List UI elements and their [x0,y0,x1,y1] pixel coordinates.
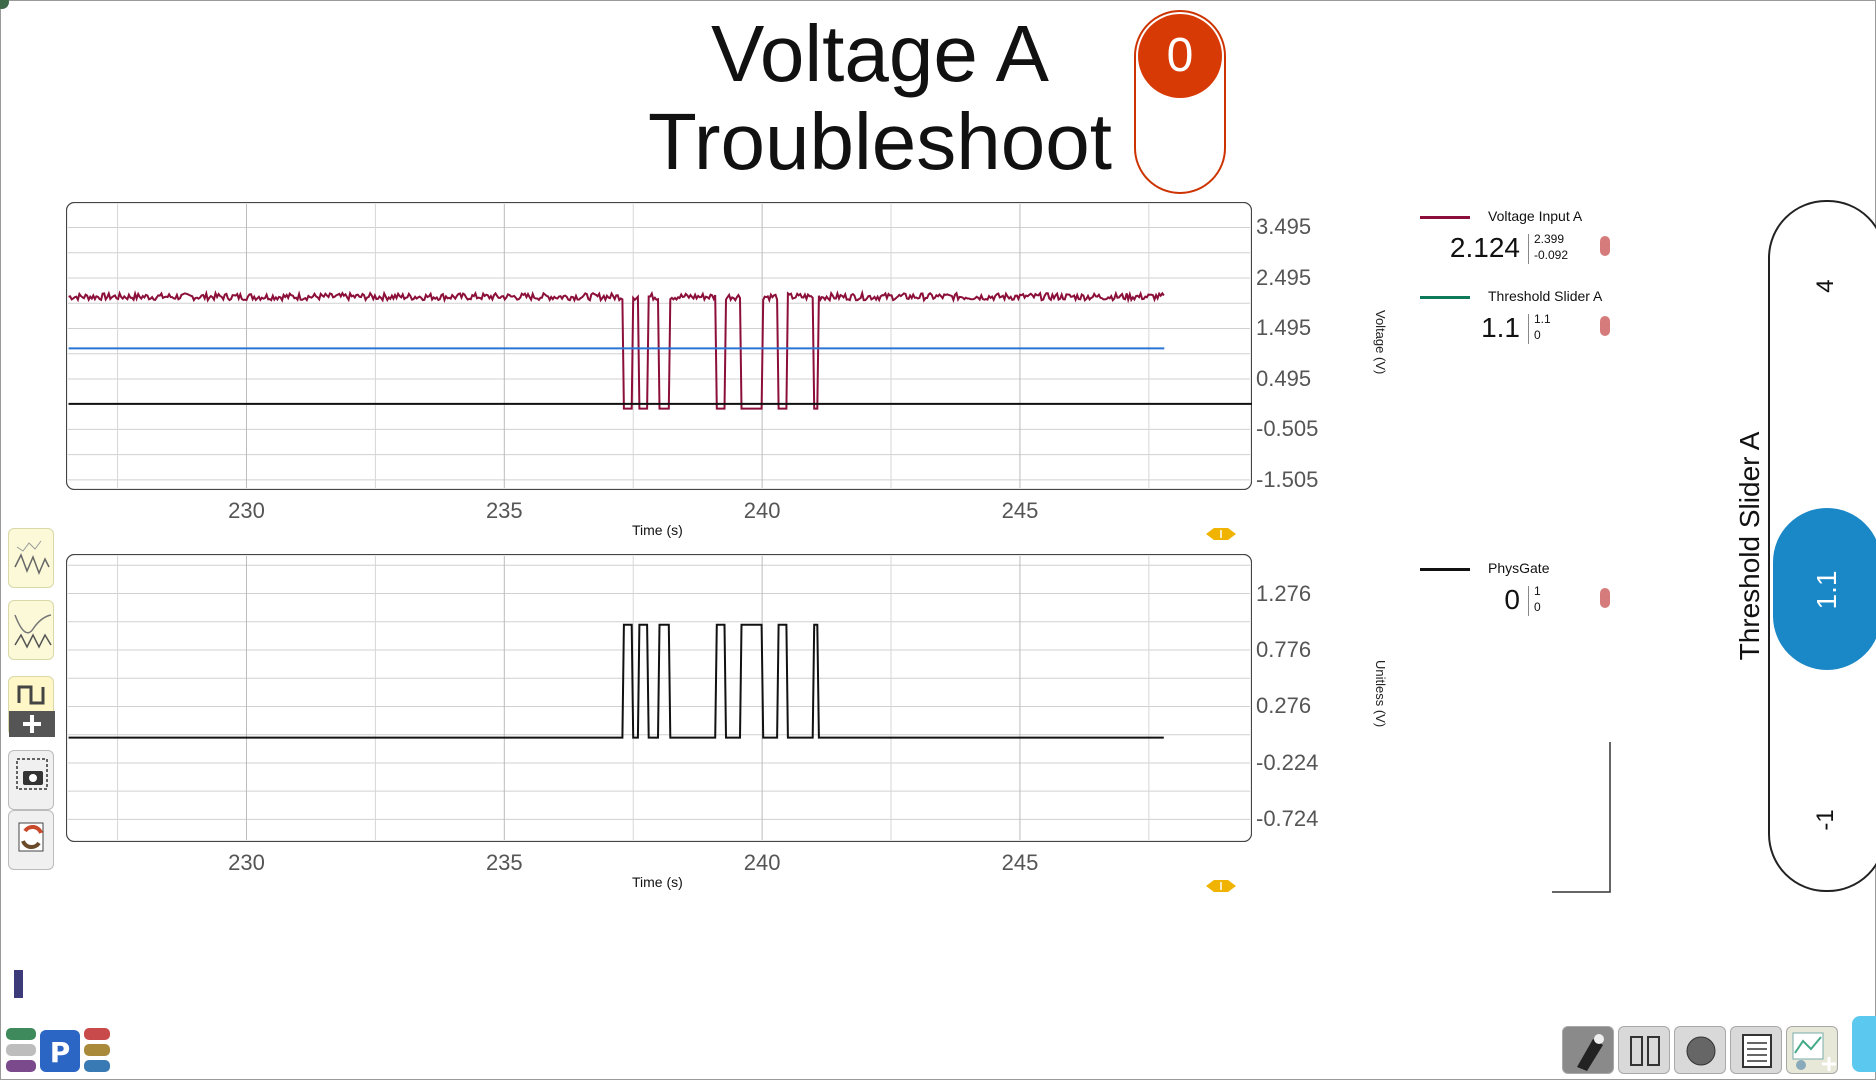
voltage-graph-x-tick: 230 [228,498,265,523]
screenshot-button[interactable] [8,750,54,810]
graph-overlay-tool[interactable] [8,600,54,660]
voltage-graph-ylabel: Voltage (V) [1373,310,1388,375]
svg-text:P: P [50,1036,71,1069]
probe-icon [1577,1034,1604,1071]
legend-min: 0 [1534,328,1541,342]
legend-min: 0 [1534,600,1541,614]
physgate-graph-xlabel: Time (s) [632,874,683,890]
physgate-graph-x-tick: 235 [485,850,523,875]
physgate-graph-y-tick: -0.224 [1256,749,1319,775]
voltage-graph-y-tick: 1.495 [1256,315,1312,341]
physgate-graph-x-tick: 240 [743,850,781,875]
legend-settings-handle[interactable] [1600,316,1610,336]
side-panel-tab[interactable] [1852,1016,1876,1072]
legend-line [1420,296,1470,299]
series-voltage-input-a [68,289,1165,410]
panel-divider [1552,742,1611,893]
slider-value: 1.1 [1811,570,1842,610]
add-graph-button[interactable] [8,676,55,737]
legend-name: Threshold Slider A [1488,288,1603,304]
legend-line [1420,216,1470,219]
physgate-graph-y-tick: 0.776 [1256,637,1312,662]
voltage-graph[interactable] [66,202,1252,490]
slider-min-label: -1 [1812,809,1839,831]
legend-line [1420,568,1470,571]
slider-title: Threshold Slider A [1734,431,1765,661]
save-button[interactable] [1730,1026,1782,1074]
legend-min: -0.092 [1534,248,1569,262]
physgate-graph-x-tick: 245 [1001,850,1039,875]
physgate-graph-x-tick: 230 [228,850,265,875]
legend-separator [1528,586,1529,616]
voltage-graph-x-tick: 245 [1001,498,1039,523]
legend-max: 1 [1534,584,1541,598]
voltage-graph-y-tick: 3.495 [1256,214,1312,240]
physgate-graph-scroll-handle[interactable] [1206,880,1236,892]
record-button[interactable] [1674,1026,1726,1074]
legend-name: PhysGate [1488,560,1550,576]
voltage-graph-y-tick: 2.495 [1256,264,1312,290]
physgate-graph-y-tick: 0.276 [1256,693,1312,719]
record-icon [1686,1036,1716,1066]
legend-value: 2.124 [1449,232,1520,263]
reset-graph-button[interactable] [8,810,54,870]
series-physgate [68,623,1164,739]
voltage-graph-plot[interactable] [66,202,1252,490]
document-icon [1742,1034,1772,1068]
voltage-graph-scroll-handle[interactable] [1206,528,1236,540]
counter-value: 0 [1138,14,1222,98]
status-marker [14,970,23,998]
legend-value: 0 [1504,584,1520,615]
physgate-graph-y-tick: 1.276 [1256,580,1312,606]
legend-name: Voltage Input A [1488,208,1583,224]
threshold-slider[interactable]: 4 1.1 -1 [1768,200,1876,892]
page-title-line2: Troubleshoot [648,97,1112,186]
legend-settings-handle[interactable] [1600,588,1610,608]
add-display-button[interactable] [1786,1026,1838,1074]
counter-widget[interactable]: 0 [1134,10,1226,194]
hardware-button[interactable] [1562,1026,1614,1074]
voltage-graph-x-tick: 235 [485,498,523,523]
legend-max: 2.399 [1534,232,1565,246]
legend-value: 1.1 [1481,312,1520,343]
legend-max: 1.1 [1534,312,1551,326]
page-title-line1: Voltage A [710,9,1050,98]
voltage-graph-xlabel: Time (s) [632,522,683,538]
voltage-graph-y-tick: -1.505 [1256,466,1319,492]
voltage-graph-x-tick: 240 [743,498,781,523]
add-graph-icon [1792,1032,1836,1071]
graph-style-tool[interactable] [8,528,54,588]
app-logo[interactable]: P [4,1026,112,1076]
corner-indicator [0,0,9,9]
physgate-graph[interactable] [66,554,1252,842]
voltage-graph-y-tick: -0.505 [1256,416,1319,442]
voltage-graph-y-tick: 0.495 [1256,365,1312,391]
page-title: Voltage A Troubleshoot [600,10,1160,186]
legend-separator [1528,314,1529,344]
legend-settings-handle[interactable] [1600,236,1610,256]
pause-icon [1630,1036,1660,1066]
physgate-graph-plot[interactable] [66,554,1252,842]
slider-max-label: 4 [1812,279,1839,293]
physgate-graph-ylabel: Unitless (V) [1373,660,1388,728]
physgate-graph-y-tick: -0.724 [1256,806,1319,832]
legend-separator [1528,234,1529,264]
pause-button[interactable] [1618,1026,1670,1074]
slider-knob[interactable]: 1.1 [1773,508,1876,670]
